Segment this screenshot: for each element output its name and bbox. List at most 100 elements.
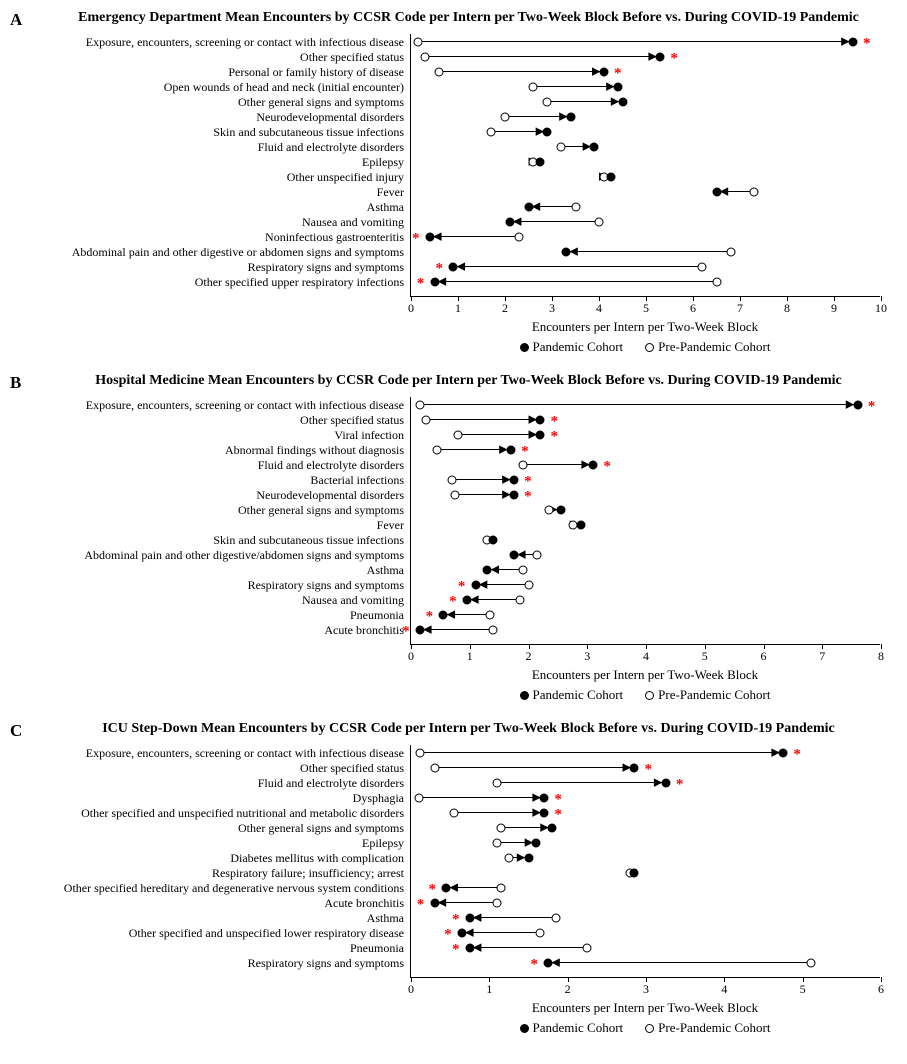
x-tick-label: 9	[831, 301, 837, 316]
legend-item-pandemic: Pandemic Cohort	[520, 687, 624, 703]
significance-marker: *	[417, 276, 425, 291]
marker-pandemic	[544, 958, 553, 967]
y-label: Fluid and electrolyte disorders	[10, 139, 410, 154]
marker-prepandemic	[524, 580, 533, 589]
x-tick-label: 3	[643, 982, 649, 997]
marker-pandemic	[543, 127, 552, 136]
y-label: Asthma	[10, 562, 410, 577]
legend-label: Pandemic Cohort	[533, 339, 624, 355]
legend-label: Pre-Pandemic Cohort	[658, 339, 770, 355]
y-label: Diabetes mellitus with complication	[10, 850, 410, 865]
legend-item-pandemic: Pandemic Cohort	[520, 1020, 624, 1036]
y-label: Personal or family history of disease	[10, 64, 410, 79]
y-label: Epilepsy	[10, 835, 410, 850]
y-label: Abdominal pain and other digestive or ab…	[10, 244, 410, 259]
marker-pandemic	[577, 520, 586, 529]
marker-prepandemic	[497, 883, 506, 892]
marker-prepandemic	[726, 247, 735, 256]
y-label: Acute bronchitis	[10, 622, 410, 637]
marker-pandemic	[536, 430, 545, 439]
marker-prepandemic	[551, 913, 560, 922]
arrow-icon: ◀	[569, 246, 577, 257]
marker-prepandemic	[529, 82, 538, 91]
marker-pandemic	[536, 415, 545, 424]
marker-pandemic	[465, 943, 474, 952]
marker-pandemic	[589, 460, 598, 469]
arrow-icon: ◀	[551, 957, 559, 968]
marker-pandemic	[439, 610, 448, 619]
marker-pandemic	[853, 400, 862, 409]
y-label: Pneumonia	[10, 607, 410, 622]
connector-line	[548, 962, 810, 963]
marker-pandemic	[540, 793, 549, 802]
y-label: Abnormal findings without diagnosis	[10, 442, 410, 457]
legend-item-prepandemic: Pre-Pandemic Cohort	[645, 339, 770, 355]
significance-marker: *	[530, 957, 538, 972]
y-label: Other general signs and symptoms	[10, 820, 410, 835]
panel-title: ICU Step-Down Mean Encounters by CCSR Co…	[10, 721, 897, 737]
plot-wrap: 012345678910▶*▶*▶*▶▶▶▶▶▶▶◀◀◀◀*◀◀*◀*Encou…	[410, 34, 897, 355]
legend-marker-open	[645, 691, 654, 700]
marker-pandemic	[442, 883, 451, 892]
arrow-icon: ◀	[465, 927, 473, 938]
y-label: Abdominal pain and other digestive/abdom…	[10, 547, 410, 562]
marker-prepandemic	[433, 445, 442, 454]
marker-prepandemic	[698, 262, 707, 271]
legend-marker-open	[645, 1024, 654, 1033]
y-label: Fluid and electrolyte disorders	[10, 457, 410, 472]
marker-prepandemic	[415, 400, 424, 409]
connector-line	[462, 932, 540, 933]
y-label: Other specified status	[10, 760, 410, 775]
plot-wrap: 0123456▶*▶*▶*▶*▶*▶▶▶◀*◀*◀*◀*◀*◀*Encounte…	[410, 745, 897, 1036]
marker-prepandemic	[414, 37, 423, 46]
y-label: Other specified upper respiratory infect…	[10, 274, 410, 289]
y-label: Noninfectious gastroenteritis	[10, 229, 410, 244]
connector-line	[470, 917, 556, 918]
arrow-icon: ◀	[450, 882, 458, 893]
significance-marker: *	[793, 747, 801, 762]
significance-marker: *	[458, 579, 466, 594]
marker-pandemic	[425, 232, 434, 241]
marker-pandemic	[509, 550, 518, 559]
marker-pandemic	[462, 595, 471, 604]
marker-pandemic	[618, 97, 627, 106]
x-tick-label: 4	[643, 649, 649, 664]
y-label: Exposure, encounters, screening or conta…	[10, 745, 410, 760]
arrow-icon: ◀	[473, 942, 481, 953]
y-label: Fever	[10, 184, 410, 199]
legend-label: Pre-Pandemic Cohort	[658, 1020, 770, 1036]
marker-prepandemic	[518, 460, 527, 469]
marker-pandemic	[661, 778, 670, 787]
marker-prepandemic	[448, 475, 457, 484]
arrow-icon: ◀	[438, 276, 446, 287]
y-label: Other specified hereditary and degenerat…	[10, 880, 410, 895]
significance-marker: *	[614, 66, 622, 81]
connector-line	[425, 56, 660, 57]
arrow-icon: ◀	[470, 594, 478, 605]
y-label: Other specified status	[10, 412, 410, 427]
legend-label: Pre-Pandemic Cohort	[658, 687, 770, 703]
marker-prepandemic	[533, 550, 542, 559]
panel-b: BHospital Medicine Mean Encounters by CC…	[10, 373, 897, 703]
y-label: Other specified and unspecified nutritio…	[10, 805, 410, 820]
arrow-icon: ◀	[433, 231, 441, 242]
connector-line	[418, 41, 853, 42]
x-tick-label: 0	[408, 982, 414, 997]
marker-prepandemic	[571, 202, 580, 211]
x-tick-label: 4	[596, 301, 602, 316]
marker-prepandemic	[501, 112, 510, 121]
connector-line	[435, 767, 635, 768]
x-axis-title: Encounters per Intern per Two-Week Block	[410, 667, 880, 683]
significance-marker: *	[452, 942, 460, 957]
x-tick-label: 7	[819, 649, 825, 664]
marker-prepandemic	[493, 778, 502, 787]
arrow-icon: ◀	[517, 549, 525, 560]
x-tick-label: 2	[502, 301, 508, 316]
marker-pandemic	[509, 475, 518, 484]
x-tick-label: 0	[408, 301, 414, 316]
significance-marker: *	[554, 807, 562, 822]
y-label: Neurodevelopmental disorders	[10, 109, 410, 124]
y-label: Fever	[10, 517, 410, 532]
connector-line	[454, 812, 544, 813]
significance-marker: *	[452, 912, 460, 927]
